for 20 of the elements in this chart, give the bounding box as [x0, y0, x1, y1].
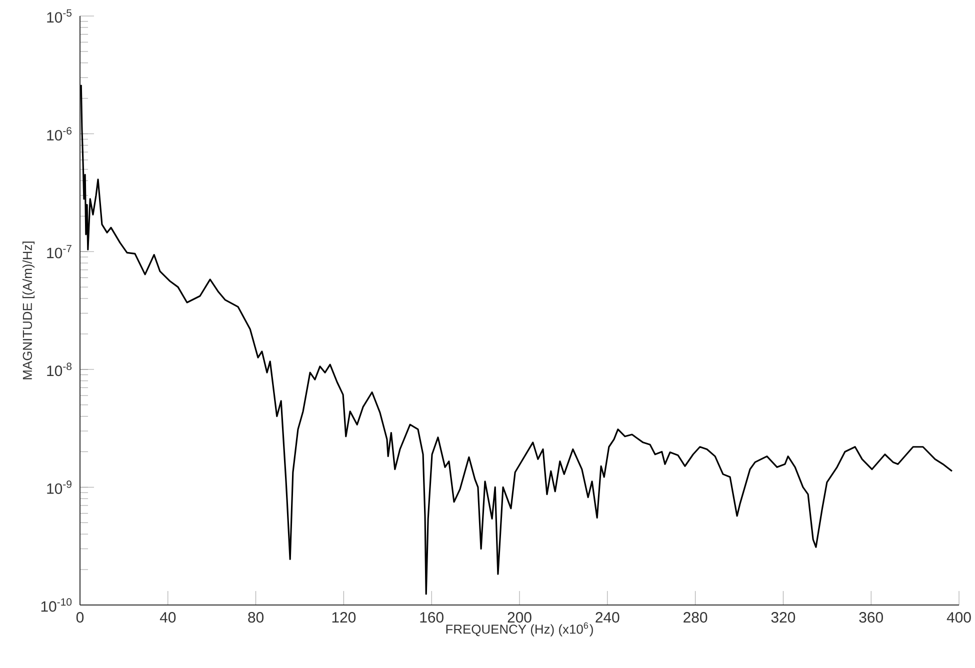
y-tick-label: 10$^{-7}$ — [47, 244, 72, 258]
x-tick-label: 360 — [859, 612, 883, 623]
y-axis-title: MAGNITUDE [(A/m)/Hz] — [22, 242, 35, 380]
x-tick-label: 400 — [946, 612, 971, 623]
x-tick-label: 120 — [332, 612, 356, 623]
y-tick-label: 10$^{-8}$ — [47, 362, 72, 376]
line-series — [80, 84, 953, 595]
y-tick-label: 10$^{-10}$ — [41, 598, 72, 612]
x-tick-label: 40 — [160, 612, 176, 623]
x-tick-label: 80 — [248, 612, 264, 623]
x-tick-label: 320 — [771, 612, 796, 623]
x-tick-label: 0 — [76, 612, 84, 623]
x-axis-title: FREQUENCY (Hz) (x10$^{6}$) — [446, 622, 593, 636]
y-tick-label: 10$^{-5}$ — [47, 9, 72, 23]
x-tick-label: 280 — [684, 612, 708, 623]
y-tick-label: 10$^{-6}$ — [47, 127, 72, 141]
y-tick-label: 10$^{-9}$ — [47, 480, 72, 494]
x-tick-label: 160 — [420, 612, 444, 623]
x-tick-label: 240 — [596, 612, 620, 623]
x-tick-label: 200 — [508, 612, 532, 623]
